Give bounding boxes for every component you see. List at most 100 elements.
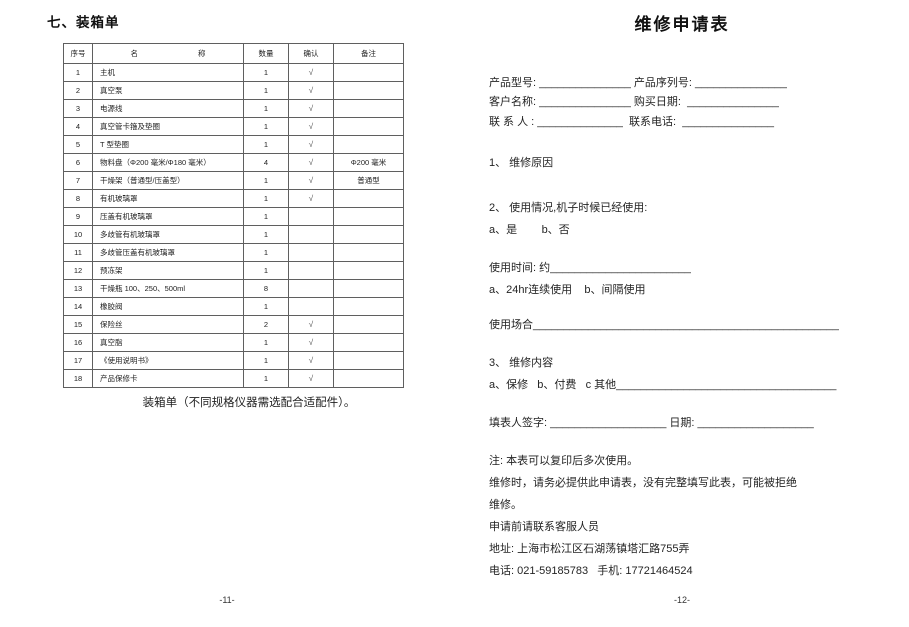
cell-confirm-checkmark: √ (288, 63, 334, 82)
cell-index: 2 (63, 81, 93, 100)
cell-name: 保险丝 (92, 315, 244, 334)
cell-note: Φ200 毫米 (333, 153, 404, 172)
header-cell-name: 名 称 (92, 43, 244, 64)
cell-quantity: 2 (243, 315, 289, 334)
page-number-right: -12- (673, 595, 690, 605)
page-right: 维修申请表 产品型号: _______________ 产品序列号: _____… (455, 0, 909, 627)
section3-options: a、保修 b、付费 c 其他__________________________… (489, 379, 837, 391)
section3-title: 3、 维修内容 (489, 357, 554, 369)
cell-confirm-checkmark: √ (288, 189, 334, 208)
table-row: 1 主机 1 √ (63, 63, 404, 82)
table-row: 9 压盖有机玻璃罩 1 (63, 207, 404, 226)
cell-note (333, 225, 404, 244)
cell-quantity: 1 (243, 207, 289, 226)
table-row: 2 真空泵 1 √ (63, 81, 404, 100)
cell-note (333, 369, 404, 388)
table-row: 14 橡胶阀 1 (63, 297, 404, 316)
header-cell-note: 备注 (333, 43, 404, 64)
cell-note: 普通型 (333, 171, 404, 190)
cell-confirm-checkmark: √ (288, 153, 334, 172)
cell-index: 17 (63, 351, 93, 370)
cell-quantity: 1 (243, 351, 289, 370)
cell-name: 有机玻璃罩 (92, 189, 244, 208)
usage-time-options: a、24hr连续使用 b、间隔使用 (489, 284, 646, 296)
usage-time-line: 使用时间: 约_______________________ (489, 262, 691, 274)
cell-name: 真空管卡箍及垫圈 (92, 117, 244, 136)
cell-note (333, 135, 404, 154)
cell-name: 电源线 (92, 99, 244, 118)
note-phone: 电话: 021-59185783 手机: 17721464524 (489, 565, 693, 577)
cell-confirm-checkmark: √ (288, 99, 334, 118)
table-row: 3 电源线 1 √ (63, 99, 404, 118)
table-row: 11 多歧管压盖有机玻璃罩 1 (63, 243, 404, 262)
section-usage-status: 2、 使用情况,机子时候已经使用: a、是 b、否 (489, 197, 889, 241)
cell-quantity: 1 (243, 63, 289, 82)
cell-index: 10 (63, 225, 93, 244)
table-row: 6 物料盘（Φ200 毫米/Φ180 毫米） 4 √ Φ200 毫米 (63, 153, 404, 172)
cell-quantity: 1 (243, 297, 289, 316)
table-row: 18 产品保修卡 1 √ (63, 369, 404, 388)
cell-quantity: 1 (243, 225, 289, 244)
note-line-2: 维修时，请务必提供此申请表，没有完整填写此表，可能被拒绝 (489, 477, 797, 489)
table-row: 17 《使用说明书》 1 √ (63, 351, 404, 370)
cell-name: 橡胶阀 (92, 297, 244, 316)
cell-note (333, 207, 404, 226)
cell-quantity: 1 (243, 369, 289, 388)
usage-place-line: 使用场合____________________________________… (489, 319, 839, 331)
packing-list-caption: 装箱单（不同规格仪器需选配合适配件）。 (142, 397, 356, 409)
cell-confirm-checkmark: √ (288, 171, 334, 190)
cell-confirm-checkmark: √ (288, 351, 334, 370)
table-row: 15 保险丝 2 √ (63, 315, 404, 334)
cell-confirm-checkmark (288, 279, 334, 298)
line-product-model-serial: 产品型号: _______________ 产品序列号: ___________… (489, 77, 787, 89)
cell-name: 干燥瓶 100、250、500ml (92, 279, 244, 298)
note-address: 地址: 上海市松江区石湖荡镇塔汇路755弄 (489, 543, 690, 555)
cell-name: 干燥架（普通型/压盖型） (92, 171, 244, 190)
cell-confirm-checkmark: √ (288, 315, 334, 334)
cell-index: 13 (63, 279, 93, 298)
cell-note (333, 117, 404, 136)
cell-index: 9 (63, 207, 93, 226)
page-left: 七、装箱单 序号 名 称 数量 确认 备注 1 (0, 0, 454, 627)
cell-note (333, 261, 404, 280)
header-cell-confirm: 确认 (288, 43, 334, 64)
note-line-1: 注: 本表可以复印后多次使用。 (489, 455, 639, 467)
cell-name: 物料盘（Φ200 毫米/Φ180 毫米） (92, 153, 244, 172)
cell-index: 1 (63, 63, 93, 82)
table-row: 7 干燥架（普通型/压盖型） 1 √ 普通型 (63, 171, 404, 190)
cell-note (333, 297, 404, 316)
packing-table-body: 1 主机 1 √ 2 真空泵 1 √ (63, 63, 404, 388)
cell-index: 8 (63, 189, 93, 208)
packing-table-header: 序号 名 称 数量 确认 备注 (63, 43, 404, 64)
cell-quantity: 1 (243, 135, 289, 154)
cell-index: 7 (63, 171, 93, 190)
cell-quantity: 1 (243, 171, 289, 190)
header-cell-qty: 数量 (243, 43, 289, 64)
packing-list-title: 七、装箱单 (47, 15, 120, 30)
cell-confirm-checkmark: √ (288, 333, 334, 352)
cell-index: 16 (63, 333, 93, 352)
cell-quantity: 1 (243, 333, 289, 352)
cell-index: 18 (63, 369, 93, 388)
signature-block: 填表人签字: ___________________ 日期: _________… (489, 412, 889, 434)
section-repair-reason: 1、 维修原因 (489, 152, 889, 174)
cell-confirm-checkmark (288, 207, 334, 226)
cell-quantity: 1 (243, 189, 289, 208)
cell-note (333, 351, 404, 370)
cell-name: 真空泵 (92, 81, 244, 100)
contact-info-block: 产品型号: _______________ 产品序列号: ___________… (489, 74, 889, 132)
table-row: 8 有机玻璃罩 1 √ (63, 189, 404, 208)
cell-index: 11 (63, 243, 93, 262)
note-line-4: 申请前请联系客服人员 (489, 521, 599, 533)
table-row: 13 干燥瓶 100、250、500ml 8 (63, 279, 404, 298)
cell-name: 《使用说明书》 (92, 351, 244, 370)
notes-block: 注: 本表可以复印后多次使用。 维修时，请务必提供此申请表，没有完整填写此表，可… (489, 450, 889, 582)
cell-name: 预冻架 (92, 261, 244, 280)
cell-index: 15 (63, 315, 93, 334)
cell-confirm-checkmark (288, 297, 334, 316)
repair-form-title: 维修申请表 (634, 15, 730, 34)
cell-quantity: 1 (243, 243, 289, 262)
cell-index: 12 (63, 261, 93, 280)
note-line-3: 维修。 (489, 499, 522, 511)
